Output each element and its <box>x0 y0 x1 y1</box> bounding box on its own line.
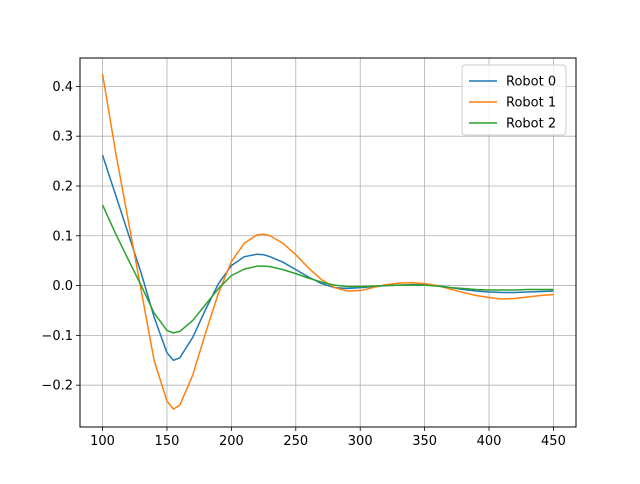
x-tick-label: 300 <box>348 434 373 449</box>
y-tick-label: 0.4 <box>52 80 73 95</box>
y-tick-label: 0.0 <box>52 279 73 294</box>
y-tick-label: −0.1 <box>41 329 73 344</box>
series-line-robot-1 <box>101 73 554 410</box>
y-tick-label: −0.2 <box>41 379 73 394</box>
legend-label: Robot 2 <box>506 117 556 132</box>
x-tick-label: 400 <box>477 434 502 449</box>
y-tick-label: 0.3 <box>52 130 73 145</box>
x-tick-label: 350 <box>412 434 437 449</box>
y-tick-label: 0.1 <box>52 229 73 244</box>
legend-label: Robot 1 <box>506 96 556 111</box>
x-tick-label: 150 <box>155 434 180 449</box>
x-tick-label: 450 <box>541 434 566 449</box>
legend-box <box>461 64 567 136</box>
x-tick-label: 200 <box>219 434 244 449</box>
legend-label: Robot 0 <box>506 75 556 90</box>
legend: Robot 0 Robot 1 Robot 2 <box>461 64 567 136</box>
x-tick-label: 100 <box>90 434 115 449</box>
plot-frame <box>79 57 577 428</box>
series-line-robot-2 <box>101 204 554 334</box>
x-tick-label: 250 <box>283 434 308 449</box>
y-tick-label: 0.2 <box>52 179 73 194</box>
axis-ticks: 100 150 200 250 300 350 400 450 −0.2 −0.1 0.0 0.1 0.… <box>41 80 565 449</box>
series-lines <box>101 73 554 410</box>
